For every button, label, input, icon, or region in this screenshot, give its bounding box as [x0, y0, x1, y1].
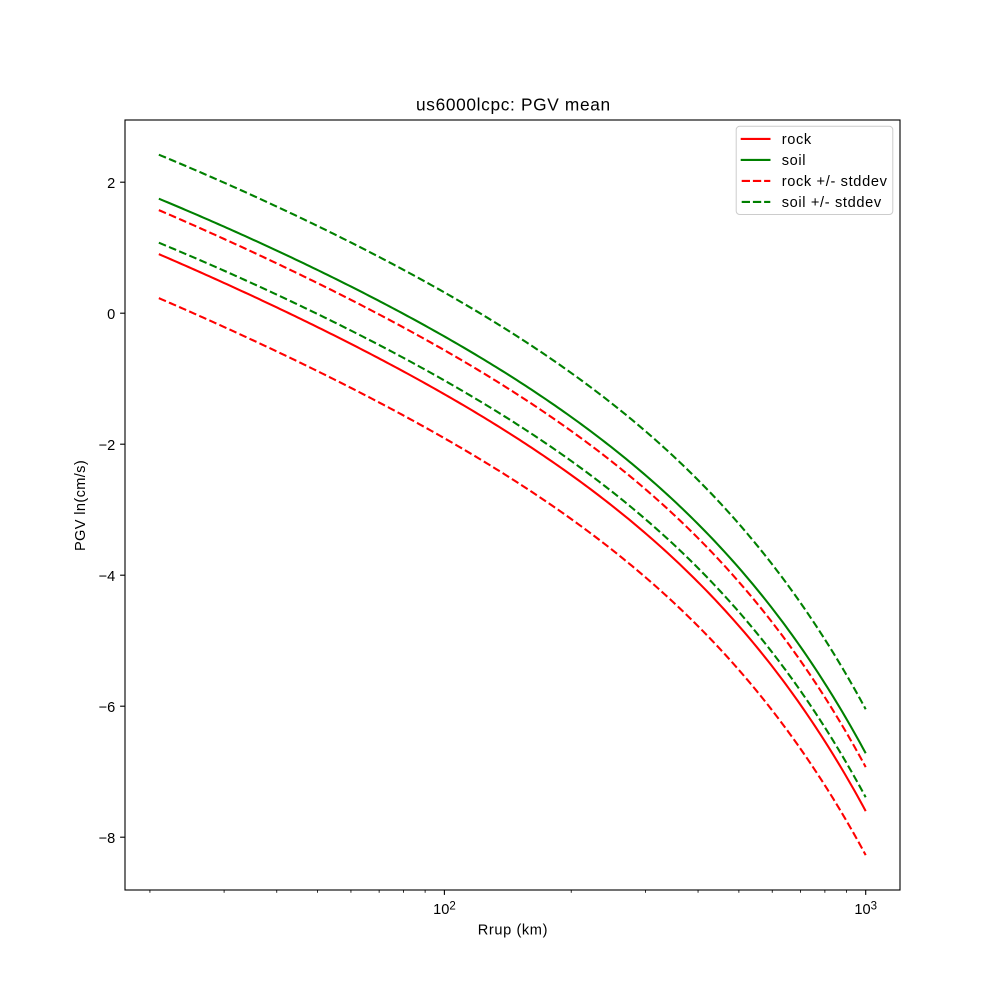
- svg-text:PGV ln(cm/s): PGV ln(cm/s): [73, 460, 89, 551]
- svg-text:us6000lcpc: PGV mean: us6000lcpc: PGV mean: [416, 95, 611, 115]
- svg-text:rock +/- stddev: rock +/- stddev: [782, 174, 888, 190]
- svg-text:rock: rock: [782, 132, 812, 148]
- svg-text:2: 2: [107, 176, 115, 192]
- svg-text:0: 0: [107, 307, 115, 323]
- svg-text:soil: soil: [782, 153, 807, 169]
- svg-text:soil +/- stddev: soil +/- stddev: [782, 195, 882, 211]
- svg-text:−6: −6: [98, 700, 115, 716]
- svg-text:−2: −2: [98, 438, 115, 454]
- svg-text:−4: −4: [98, 569, 115, 585]
- svg-text:Rrup (km): Rrup (km): [478, 922, 548, 938]
- svg-text:−8: −8: [98, 831, 115, 847]
